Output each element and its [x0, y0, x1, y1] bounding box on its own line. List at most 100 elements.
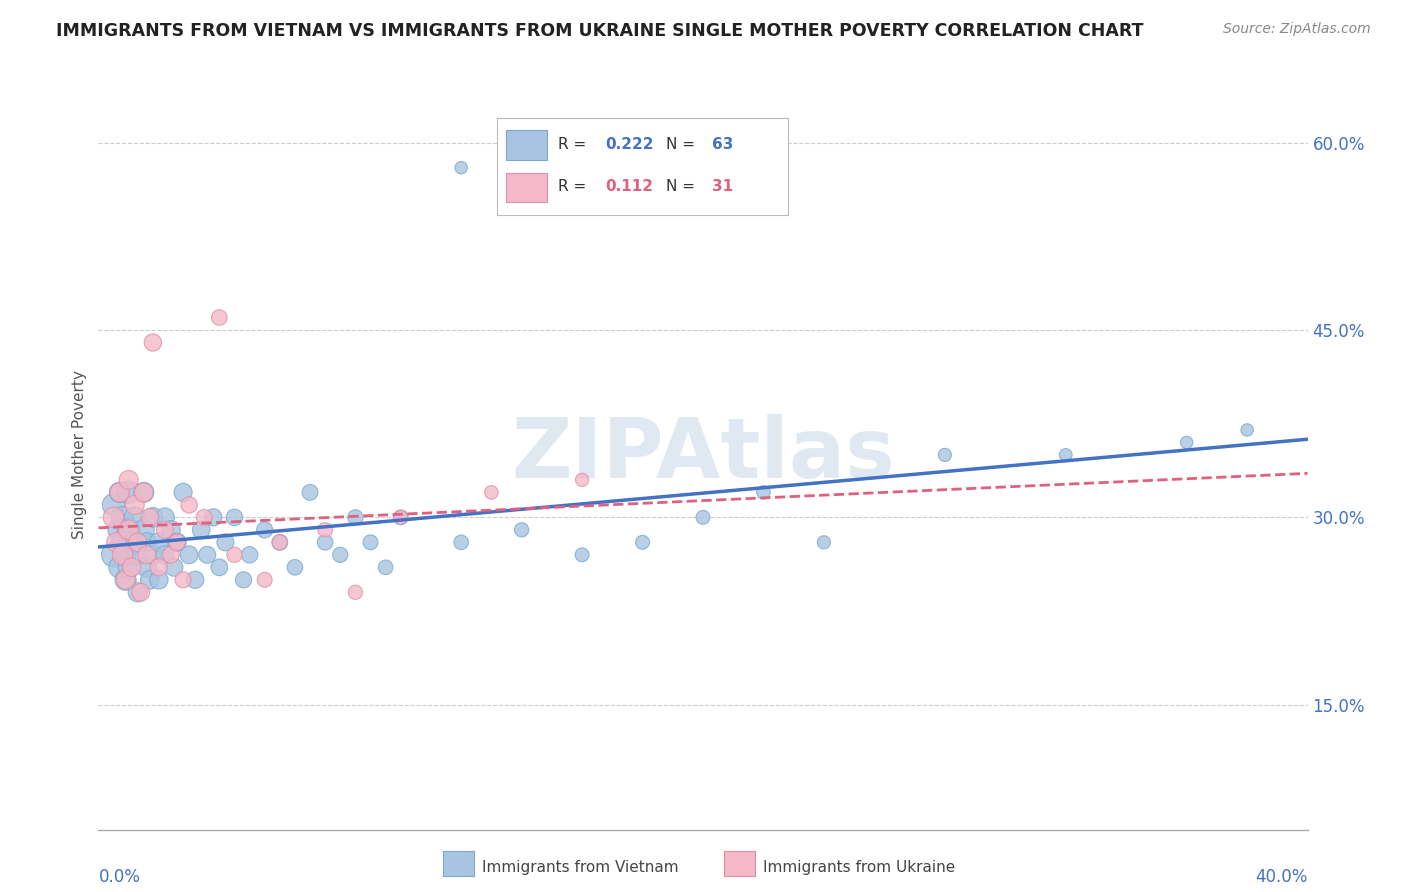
Point: [208, 310, 231, 325]
Text: 0.0%: 0.0%: [98, 869, 141, 887]
Text: 40.0%: 40.0%: [1256, 869, 1308, 887]
Point: [103, 548, 125, 562]
Point: [344, 510, 367, 524]
Point: [139, 510, 162, 524]
Point: [195, 548, 218, 562]
Point: [103, 498, 125, 512]
Point: [135, 548, 157, 562]
Point: [1175, 435, 1198, 450]
Point: [111, 535, 134, 549]
Point: [692, 510, 714, 524]
Point: [253, 523, 276, 537]
Point: [118, 485, 141, 500]
Point: [121, 560, 143, 574]
Point: [142, 510, 165, 524]
Text: Source: ZipAtlas.com: Source: ZipAtlas.com: [1223, 22, 1371, 37]
Text: IMMIGRANTS FROM VIETNAM VS IMMIGRANTS FROM UKRAINE SINGLE MOTHER POVERTY CORRELA: IMMIGRANTS FROM VIETNAM VS IMMIGRANTS FR…: [56, 22, 1143, 40]
Point: [299, 485, 322, 500]
Point: [135, 535, 157, 549]
Point: [314, 523, 336, 537]
Point: [179, 548, 201, 562]
Point: [148, 560, 170, 574]
Point: [108, 485, 131, 500]
Point: [160, 523, 183, 537]
Point: [111, 548, 134, 562]
Point: [172, 485, 194, 500]
Point: [132, 523, 155, 537]
Point: [934, 448, 956, 462]
Point: [1236, 423, 1258, 437]
Point: [114, 548, 136, 562]
Point: [269, 535, 291, 549]
Point: [172, 573, 194, 587]
Point: [132, 485, 155, 500]
Point: [571, 548, 593, 562]
Text: Immigrants from Ukraine: Immigrants from Ukraine: [763, 860, 956, 874]
Point: [450, 535, 472, 549]
Point: [190, 523, 212, 537]
Point: [752, 485, 775, 500]
Point: [344, 585, 367, 599]
Point: [253, 573, 276, 587]
Point: [103, 510, 125, 524]
Point: [142, 548, 165, 562]
Point: [142, 335, 165, 350]
Point: [224, 510, 246, 524]
Point: [118, 560, 141, 574]
Point: [153, 548, 176, 562]
Point: [389, 510, 412, 524]
Point: [813, 535, 835, 549]
Point: [153, 523, 176, 537]
Point: [202, 510, 225, 524]
Point: [166, 535, 188, 549]
Point: [124, 510, 146, 524]
Point: [179, 498, 201, 512]
Point: [284, 560, 307, 574]
Point: [124, 535, 146, 549]
Point: [127, 535, 149, 549]
Point: [105, 535, 128, 549]
Point: [135, 560, 157, 574]
Text: Immigrants from Vietnam: Immigrants from Vietnam: [482, 860, 679, 874]
Point: [108, 523, 131, 537]
Point: [232, 573, 254, 587]
Point: [184, 573, 207, 587]
Point: [160, 548, 183, 562]
Point: [224, 548, 246, 562]
Point: [111, 510, 134, 524]
Point: [571, 473, 593, 487]
Point: [118, 523, 141, 537]
Point: [127, 548, 149, 562]
Point: [314, 535, 336, 549]
Point: [374, 560, 396, 574]
Point: [631, 535, 654, 549]
Point: [129, 585, 152, 599]
Point: [239, 548, 262, 562]
Point: [166, 535, 188, 549]
Point: [118, 523, 141, 537]
Point: [269, 535, 291, 549]
Point: [114, 573, 136, 587]
Point: [193, 510, 215, 524]
Point: [132, 485, 155, 500]
Text: ZIPAtlas: ZIPAtlas: [510, 415, 896, 495]
Point: [360, 535, 382, 549]
Point: [329, 548, 352, 562]
Point: [208, 560, 231, 574]
Point: [108, 485, 131, 500]
Point: [108, 560, 131, 574]
Point: [214, 535, 236, 549]
Point: [510, 523, 533, 537]
Point: [153, 510, 176, 524]
Point: [139, 573, 162, 587]
Point: [163, 560, 186, 574]
Point: [148, 535, 170, 549]
Point: [1054, 448, 1077, 462]
Y-axis label: Single Mother Poverty: Single Mother Poverty: [72, 370, 87, 540]
Point: [114, 573, 136, 587]
Point: [148, 573, 170, 587]
Point: [124, 498, 146, 512]
Point: [118, 473, 141, 487]
Point: [481, 485, 503, 500]
Point: [389, 510, 412, 524]
